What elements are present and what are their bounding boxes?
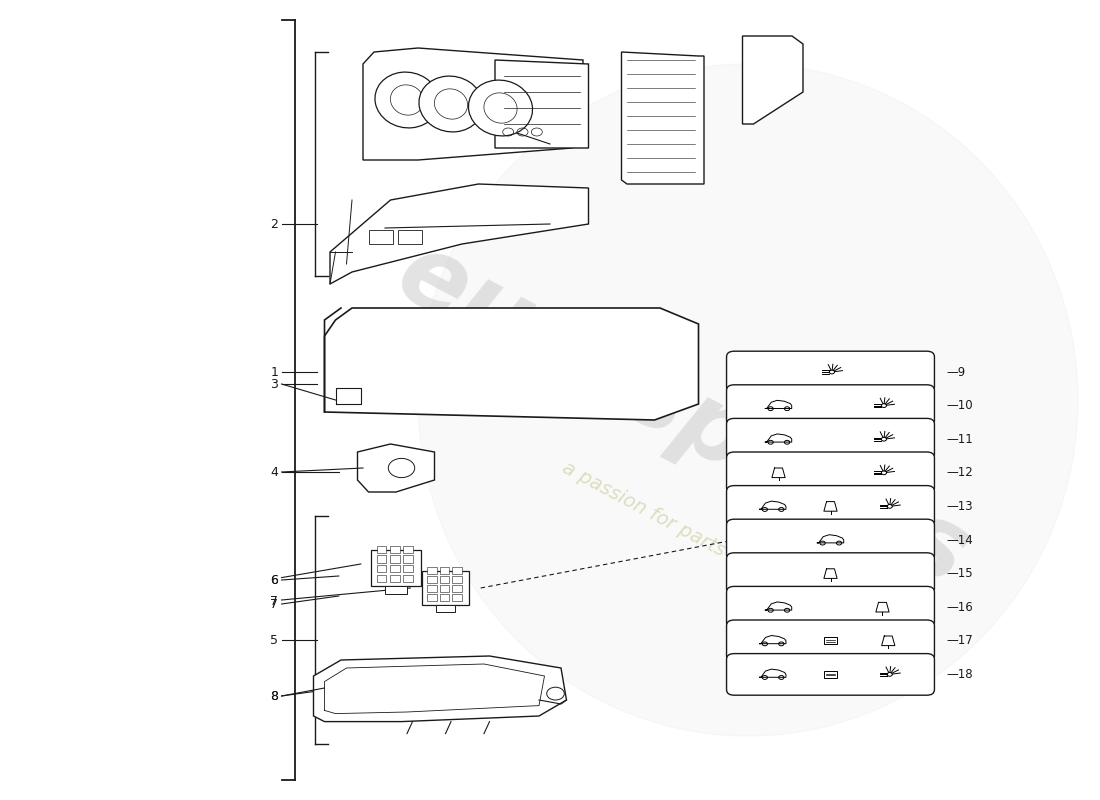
- Polygon shape: [422, 571, 469, 605]
- FancyBboxPatch shape: [726, 654, 934, 695]
- FancyBboxPatch shape: [726, 586, 934, 628]
- Text: 8: 8: [271, 690, 278, 702]
- Bar: [390, 575, 400, 582]
- Bar: [404, 555, 414, 562]
- Bar: [440, 594, 449, 602]
- Text: 6: 6: [271, 574, 278, 586]
- Bar: [427, 567, 437, 574]
- Text: —16: —16: [946, 601, 974, 614]
- Text: —17: —17: [946, 634, 974, 647]
- Ellipse shape: [390, 85, 424, 115]
- Text: 5: 5: [271, 634, 278, 646]
- Polygon shape: [436, 605, 455, 612]
- Bar: [390, 555, 400, 562]
- Bar: [440, 576, 449, 583]
- Polygon shape: [621, 52, 704, 184]
- Text: —14: —14: [946, 534, 974, 546]
- Bar: [452, 576, 462, 583]
- Text: —12: —12: [946, 466, 974, 479]
- Text: 7: 7: [271, 598, 278, 610]
- Text: 1: 1: [271, 366, 278, 378]
- Ellipse shape: [375, 72, 439, 128]
- FancyBboxPatch shape: [726, 519, 934, 561]
- Bar: [440, 567, 449, 574]
- Text: 4: 4: [271, 466, 278, 478]
- Bar: [390, 565, 400, 572]
- Ellipse shape: [484, 93, 517, 123]
- Text: eurospares: eurospares: [379, 225, 984, 607]
- FancyBboxPatch shape: [726, 553, 934, 594]
- FancyBboxPatch shape: [726, 351, 934, 393]
- Text: 2: 2: [271, 218, 278, 230]
- Bar: [427, 586, 437, 592]
- Text: —11: —11: [946, 433, 974, 446]
- FancyBboxPatch shape: [726, 418, 934, 460]
- Bar: [427, 576, 437, 583]
- Text: —10: —10: [946, 399, 974, 412]
- Text: 7: 7: [271, 595, 278, 608]
- Bar: [404, 575, 414, 582]
- Text: 3: 3: [271, 378, 278, 390]
- Bar: [404, 565, 414, 572]
- Polygon shape: [372, 550, 420, 586]
- Text: —18: —18: [946, 668, 974, 681]
- FancyBboxPatch shape: [726, 385, 934, 426]
- FancyBboxPatch shape: [824, 638, 837, 644]
- Ellipse shape: [434, 89, 468, 119]
- Polygon shape: [742, 36, 803, 124]
- Bar: [376, 546, 386, 553]
- Bar: [440, 586, 449, 592]
- Bar: [376, 565, 386, 572]
- Ellipse shape: [469, 80, 532, 136]
- Polygon shape: [314, 656, 566, 722]
- Bar: [398, 230, 422, 244]
- Polygon shape: [324, 308, 698, 420]
- Polygon shape: [363, 48, 583, 160]
- Bar: [368, 230, 393, 244]
- Text: —13: —13: [946, 500, 974, 513]
- Polygon shape: [418, 64, 1078, 736]
- Bar: [390, 546, 400, 553]
- Text: 6: 6: [271, 574, 278, 586]
- Bar: [404, 546, 414, 553]
- Bar: [452, 594, 462, 602]
- Text: 8: 8: [271, 690, 278, 702]
- Polygon shape: [358, 444, 434, 492]
- Text: —15: —15: [946, 567, 974, 580]
- Bar: [452, 586, 462, 592]
- FancyBboxPatch shape: [726, 620, 934, 662]
- FancyBboxPatch shape: [824, 671, 837, 678]
- Bar: [452, 567, 462, 574]
- Text: —9: —9: [946, 366, 966, 378]
- Polygon shape: [330, 184, 588, 284]
- Bar: [427, 594, 437, 602]
- Text: a passion for parts since 1985: a passion for parts since 1985: [559, 458, 827, 614]
- Ellipse shape: [419, 76, 483, 132]
- Bar: [376, 575, 386, 582]
- FancyBboxPatch shape: [726, 486, 934, 527]
- Polygon shape: [385, 586, 407, 594]
- Bar: [376, 555, 386, 562]
- FancyBboxPatch shape: [726, 452, 934, 494]
- Polygon shape: [495, 60, 588, 148]
